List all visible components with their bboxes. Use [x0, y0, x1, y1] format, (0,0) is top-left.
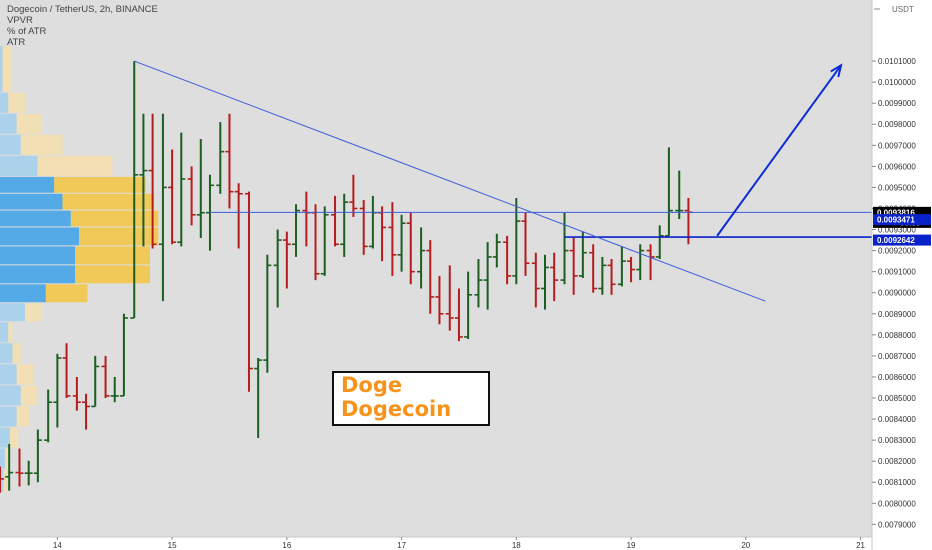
- time-axis-tick-label: 19: [627, 541, 636, 550]
- volume-profile-sell-bar: [20, 134, 63, 155]
- price-axis-panel: [872, 0, 932, 550]
- volume-profile-buy-bar: [0, 364, 17, 385]
- time-axis-tick-label: 14: [53, 541, 62, 550]
- time-axis-tick-label: 16: [282, 541, 291, 550]
- price-axis-tick-label: 0.0079000: [878, 520, 916, 529]
- price-label-text: 0.0093471: [877, 216, 915, 225]
- volume-profile-sell-bar: [5, 448, 10, 469]
- volume-profile-buy-bar: [0, 176, 55, 193]
- projection-arrow[interactable]: [716, 64, 842, 237]
- volume-profile-buy-bar: [0, 406, 17, 427]
- volume-profile-buy-bar: [0, 343, 13, 364]
- arrow-head-icon: [830, 63, 843, 78]
- symbol-title: Dogecoin / TetherUS, 2h, BINANCE: [7, 4, 158, 15]
- price-axis-tick-label: 0.0099000: [878, 99, 916, 108]
- price-axis-tick-label: 0.0084000: [878, 415, 916, 424]
- price-label-text: 0.0093816: [877, 208, 915, 217]
- volume-profile-sell-bar: [75, 246, 150, 265]
- price-axis-tick-label: 0.0092000: [878, 247, 916, 256]
- volume-profile-buy-bar: [0, 92, 9, 113]
- volume-profile-buy-bar: [0, 469, 4, 492]
- time-axis-tick-label: 17: [397, 541, 406, 550]
- indicator-atr-percent: % of ATR: [7, 26, 47, 37]
- price-axis-tick-label: 0.0095000: [878, 183, 916, 192]
- price-axis-tick-label: 0.0086000: [878, 373, 916, 382]
- price-axis-tick-label: 0.0082000: [878, 457, 916, 466]
- volume-profile-sell-bar: [16, 113, 42, 134]
- price-axis-tick-label: 0.0097000: [878, 141, 916, 150]
- volume-profile-buy-bar: [0, 427, 10, 448]
- time-axis-panel: [0, 537, 872, 550]
- volume-profile-sell-bar: [45, 284, 88, 303]
- volume-profile-sell-bar: [16, 364, 34, 385]
- time-axis-tick-label: 18: [512, 541, 521, 550]
- volume-profile-sell-bar: [16, 406, 30, 427]
- volume-profile-buy-bar: [0, 322, 9, 343]
- volume-profile-buy-bar: [0, 265, 75, 284]
- time-axis-tick-label: 21: [856, 541, 865, 550]
- volume-profile-buy-bar: [0, 46, 3, 92]
- price-axis-tick-label: 0.0096000: [878, 162, 916, 171]
- price-axis-tick-label: 0.0091000: [878, 268, 916, 277]
- volume-profile-sell-bar: [8, 92, 26, 113]
- volume-profile-sell-bar: [2, 46, 11, 92]
- price-axis-tick-label: 0.0087000: [878, 352, 916, 361]
- volume-profile-sell-bar: [12, 343, 21, 364]
- volume-profile-buy-bar: [0, 227, 80, 246]
- volume-profile-sell-bar: [8, 322, 13, 343]
- price-axis-tick-label: 0.0083000: [878, 436, 916, 445]
- volume-profile-sell-bar: [10, 427, 19, 448]
- price-axis-tick-label: 0.0080000: [878, 499, 916, 508]
- price-axis-tick-label: 0.0081000: [878, 478, 916, 487]
- volume-profile-sell-bar: [20, 385, 38, 406]
- descending-trendline[interactable]: [134, 60, 766, 302]
- dogecoin-brand-box: Doge Dogecoin: [332, 371, 490, 426]
- price-axis-tick-label: 0.0093000: [878, 226, 916, 235]
- price-axis-tick-label: 0.0101000: [878, 57, 916, 66]
- volume-profile-buy-bar: [0, 385, 21, 406]
- volume-profile-buy-bar: [0, 210, 71, 227]
- volume-profile-buy-bar: [0, 155, 38, 176]
- volume-profile-sell-bar: [79, 227, 159, 246]
- volume-profile-sell-bar: [3, 469, 7, 492]
- currency-label: USDT: [892, 5, 914, 14]
- volume-profile-sell-bar: [37, 155, 113, 176]
- price-axis-tick-label: 0.0100000: [878, 78, 916, 87]
- price-axis-tick-label: 0.0085000: [878, 394, 916, 403]
- volume-profile-buy-bar: [0, 284, 46, 303]
- volume-profile-sell-bar: [75, 265, 150, 284]
- brand-line-1: Doge: [341, 373, 403, 397]
- volume-profile-buy-bar: [0, 134, 21, 155]
- price-label-box: [873, 214, 931, 226]
- indicator-vpvr: VPVR: [7, 15, 33, 26]
- volume-profile-buy-bar: [0, 193, 63, 210]
- volume-profile-buy-bar: [0, 303, 25, 322]
- brand-line-2: Dogecoin: [341, 397, 452, 421]
- volume-profile-sell-bar: [62, 193, 155, 210]
- price-label-text: 0.0092642: [877, 236, 915, 245]
- price-axis-tick-label: 0.0088000: [878, 331, 916, 340]
- time-axis-tick-label: 15: [168, 541, 177, 550]
- indicator-atr: ATR: [7, 37, 26, 48]
- volume-profile-sell-bar: [25, 303, 42, 322]
- volume-profile-sell-bar: [70, 210, 159, 227]
- volume-profile-buy-bar: [0, 448, 5, 469]
- volume-profile-buy-bar: [0, 246, 75, 265]
- volume-profile-sell-bar: [54, 176, 146, 193]
- price-axis-tick-label: 0.0098000: [878, 120, 916, 129]
- price-axis-tick-label: 0.0090000: [878, 289, 916, 298]
- price-label-box: [873, 206, 931, 218]
- time-axis-tick-label: 20: [741, 541, 750, 550]
- price-axis-tick-label: 0.0089000: [878, 310, 916, 319]
- price-label-box: [873, 234, 931, 246]
- volume-profile-buy-bar: [0, 113, 17, 134]
